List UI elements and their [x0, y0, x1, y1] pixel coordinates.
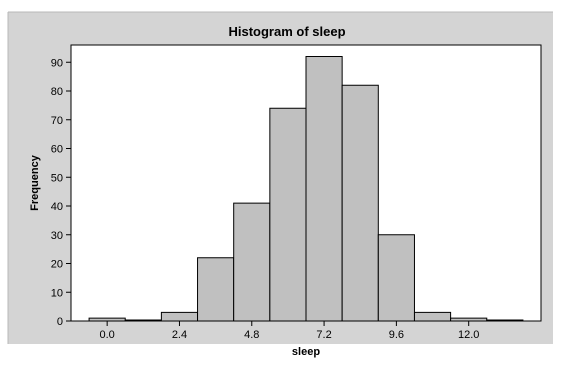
y-tick-label: 30: [51, 230, 63, 242]
y-tick-label: 60: [51, 144, 63, 156]
y-tick-label: 70: [51, 115, 63, 127]
y-tick-label: 0: [57, 316, 63, 328]
x-tick-label: 2.4: [172, 329, 187, 341]
y-axis-label: Frequency: [29, 154, 41, 211]
y-axis: 0 10 20 30 40 50 60 70 80 90: [51, 57, 71, 328]
x-tick-label: 12.0: [458, 329, 479, 341]
x-tick-label: 9.6: [389, 329, 404, 341]
histogram-bar: [486, 319, 524, 322]
y-tick-label: 90: [51, 57, 63, 69]
histogram-bar: [197, 257, 235, 322]
x-tick-label: 4.8: [244, 329, 259, 341]
histogram-bar: [450, 317, 488, 322]
histogram-bar: [377, 234, 415, 322]
histogram-bar: [305, 56, 343, 322]
histogram-bars: [88, 56, 524, 322]
x-axis: 0.0 2.4 4.8 7.2 9.6 12.0: [100, 321, 479, 341]
y-tick-label: 50: [51, 172, 63, 184]
histogram-bar: [88, 317, 126, 322]
y-tick-label: 20: [51, 259, 63, 271]
histogram-bar: [233, 202, 271, 322]
y-tick-label: 10: [51, 287, 63, 299]
y-tick-label: 80: [51, 86, 63, 98]
x-tick-label: 7.2: [316, 329, 331, 341]
chart-title: Histogram of sleep: [228, 24, 345, 39]
histogram-bar: [413, 311, 452, 322]
histogram-bar: [160, 311, 199, 322]
histogram-bar: [341, 84, 379, 322]
x-axis-label: sleep: [292, 346, 320, 358]
histogram-bar: [269, 107, 307, 322]
y-tick-label: 40: [51, 201, 63, 213]
x-tick-label: 0.0: [100, 329, 115, 341]
histogram-bar: [124, 319, 162, 322]
